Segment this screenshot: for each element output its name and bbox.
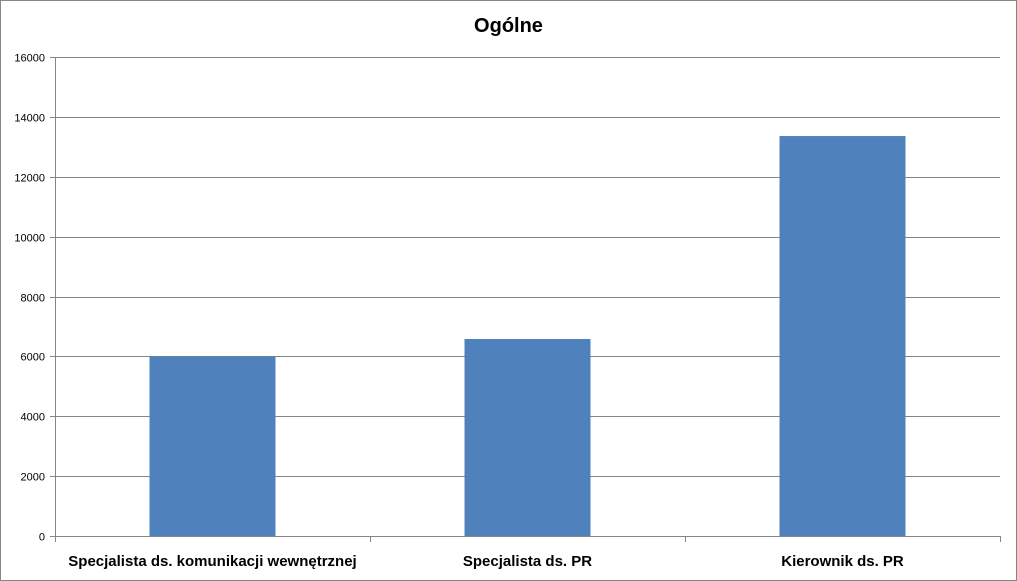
x-category-label: Kierownik ds. PR (781, 553, 904, 570)
y-tick-label: 0 (39, 532, 45, 544)
axes (50, 57, 1001, 542)
chart-title: Ogólne (474, 15, 543, 37)
y-tick-label: 14000 (14, 113, 45, 125)
labels: 0 2000 4000 6000 8000 10000 12000 14000 16000 Spe… (14, 53, 904, 571)
x-category-label: Specjalista ds. PR (463, 553, 592, 570)
bar (464, 339, 591, 536)
x-category-label: Specjalista ds. komunikacji wewnętrznej (68, 553, 356, 570)
y-tick-label: 16000 (14, 53, 45, 65)
y-tick-label: 4000 (21, 412, 45, 424)
bar (149, 356, 276, 536)
bars (149, 136, 906, 536)
y-tick-label: 10000 (14, 233, 45, 245)
y-tick-label: 6000 (21, 352, 45, 364)
y-tick-label: 8000 (21, 293, 45, 305)
y-tick-label: 12000 (14, 173, 45, 185)
bar (779, 136, 906, 536)
y-tick-label: 2000 (21, 472, 45, 484)
